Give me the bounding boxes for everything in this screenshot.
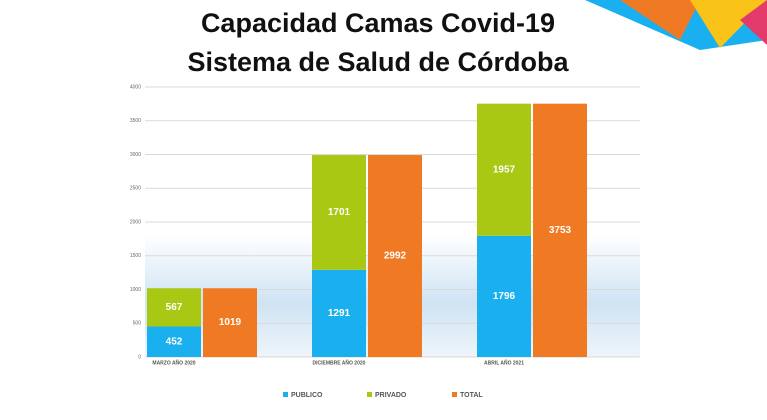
- bar: [203, 288, 257, 357]
- y-tick-label: 0: [138, 354, 141, 360]
- legend-swatch: [367, 392, 372, 397]
- value-label: 1291: [328, 308, 351, 319]
- bar: [312, 155, 366, 270]
- x-tick-label: ABRIL AÑO 2021: [484, 359, 524, 366]
- bar: [477, 103, 531, 236]
- y-tick-label: 4000: [130, 84, 141, 90]
- y-tick-label: 500: [133, 321, 142, 327]
- y-tick-label: 2500: [130, 186, 141, 192]
- value-label: 2992: [384, 251, 407, 262]
- chart-title: Capacidad Camas Covid-19: [201, 8, 555, 38]
- bar: [368, 155, 422, 357]
- y-tick-label: 2000: [130, 219, 141, 225]
- y-tick-label: 1000: [130, 287, 141, 293]
- decoration: [740, 0, 767, 45]
- chart-subtitle: Sistema de Salud de Córdoba: [187, 47, 569, 77]
- value-label: 1701: [328, 207, 351, 218]
- value-label: 1019: [219, 317, 242, 328]
- value-label: 567: [166, 302, 183, 313]
- legend-label: PUBLICO: [291, 392, 323, 399]
- bar: [477, 235, 531, 357]
- value-label: 1957: [493, 164, 516, 175]
- value-label: 452: [166, 336, 183, 347]
- decoration: [620, 0, 700, 40]
- y-tick-label: 3000: [130, 152, 141, 158]
- legend-label: PRIVADO: [375, 392, 407, 399]
- x-tick-label: MARZO AÑO 2020: [152, 359, 195, 366]
- legend-swatch: [283, 392, 288, 397]
- value-label: 1796: [493, 291, 516, 302]
- bar: [147, 326, 201, 357]
- decoration: [690, 0, 767, 48]
- legend-label: TOTAL: [460, 392, 483, 399]
- y-tick-label: 1500: [130, 253, 141, 259]
- value-label: 3753: [549, 225, 572, 236]
- bar: [147, 288, 201, 327]
- bar: [533, 103, 587, 357]
- x-tick-label: DICIEMBRE AÑO 2020: [313, 359, 366, 366]
- y-tick-label: 3500: [130, 118, 141, 124]
- legend-swatch: [452, 392, 457, 397]
- bar: [312, 269, 366, 357]
